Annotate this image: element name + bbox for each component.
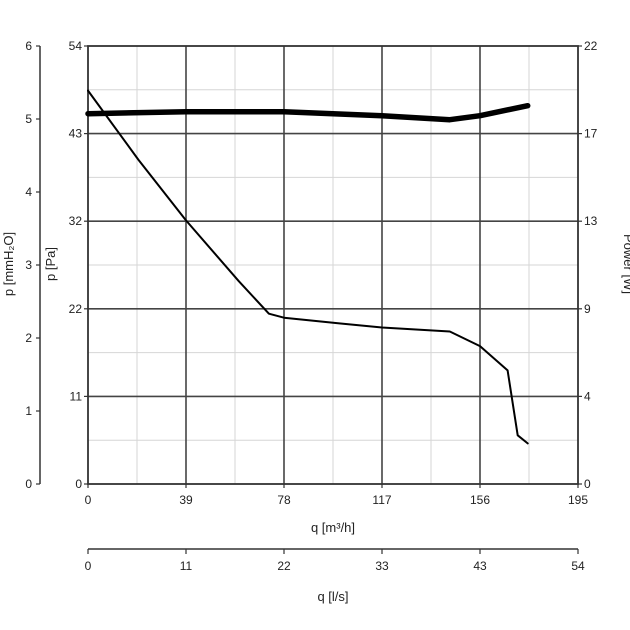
pa-tick-label: 43: [69, 127, 83, 141]
pressure-curve: [87, 89, 529, 445]
y-axis-label-power: Power [W]: [621, 234, 630, 294]
power-tick-label: 0: [584, 477, 591, 491]
power-tick-label: 4: [584, 389, 591, 403]
x2-tick-label: 43: [473, 559, 487, 573]
power-tick-label: 17: [584, 127, 598, 141]
power-tick-label: 9: [584, 302, 591, 316]
mmh2o-tick-label: 5: [25, 112, 32, 126]
x2-tick-label: 22: [277, 559, 291, 573]
x2-tick-label: 0: [85, 559, 92, 573]
tick-labels: 0 1 2 3 4 5 6 0 11 22 32 43 54 0 4 9 13 17 22 0 39 78 117 156 19…: [25, 39, 597, 573]
mmh2o-tick-label: 2: [25, 331, 32, 345]
x2-axis-label: q [l/s]: [317, 589, 348, 604]
pa-tick-label: 54: [69, 39, 83, 53]
axes: [36, 45, 582, 554]
pa-tick-label: 22: [69, 302, 83, 316]
mmh2o-tick-label: 1: [25, 404, 32, 418]
pa-tick-label: 11: [70, 389, 83, 403]
mmh2o-tick-label: 3: [25, 258, 32, 272]
x2-tick-label: 11: [180, 559, 193, 573]
x2-tick-label: 54: [571, 559, 585, 573]
mmh2o-tick-label: 4: [25, 185, 32, 199]
power-curve: [85, 102, 531, 123]
grid: [88, 46, 578, 484]
x2-tick-label: 33: [375, 559, 389, 573]
plot-frame: [87, 45, 579, 485]
mmh2o-tick-label: 0: [25, 477, 32, 491]
x-axis-label: q [m³/h]: [311, 520, 355, 535]
power-tick-label: 13: [584, 214, 598, 228]
x-tick-label: 39: [179, 493, 193, 507]
pa-tick-label: 32: [69, 214, 83, 228]
pa-tick-label: 0: [75, 477, 82, 491]
mmh2o-tick-label: 6: [25, 39, 32, 53]
x-tick-label: 78: [277, 493, 291, 507]
x-tick-label: 0: [85, 493, 92, 507]
series: [85, 89, 531, 445]
x-tick-label: 156: [470, 493, 490, 507]
power-tick-label: 22: [584, 39, 598, 53]
x-tick-label: 117: [372, 493, 391, 507]
y-axis-label-pa: p [Pa]: [43, 247, 58, 281]
x-tick-label: 195: [568, 493, 588, 507]
y-axis-label-mmh2o: p [mmH₂O]: [1, 232, 16, 296]
